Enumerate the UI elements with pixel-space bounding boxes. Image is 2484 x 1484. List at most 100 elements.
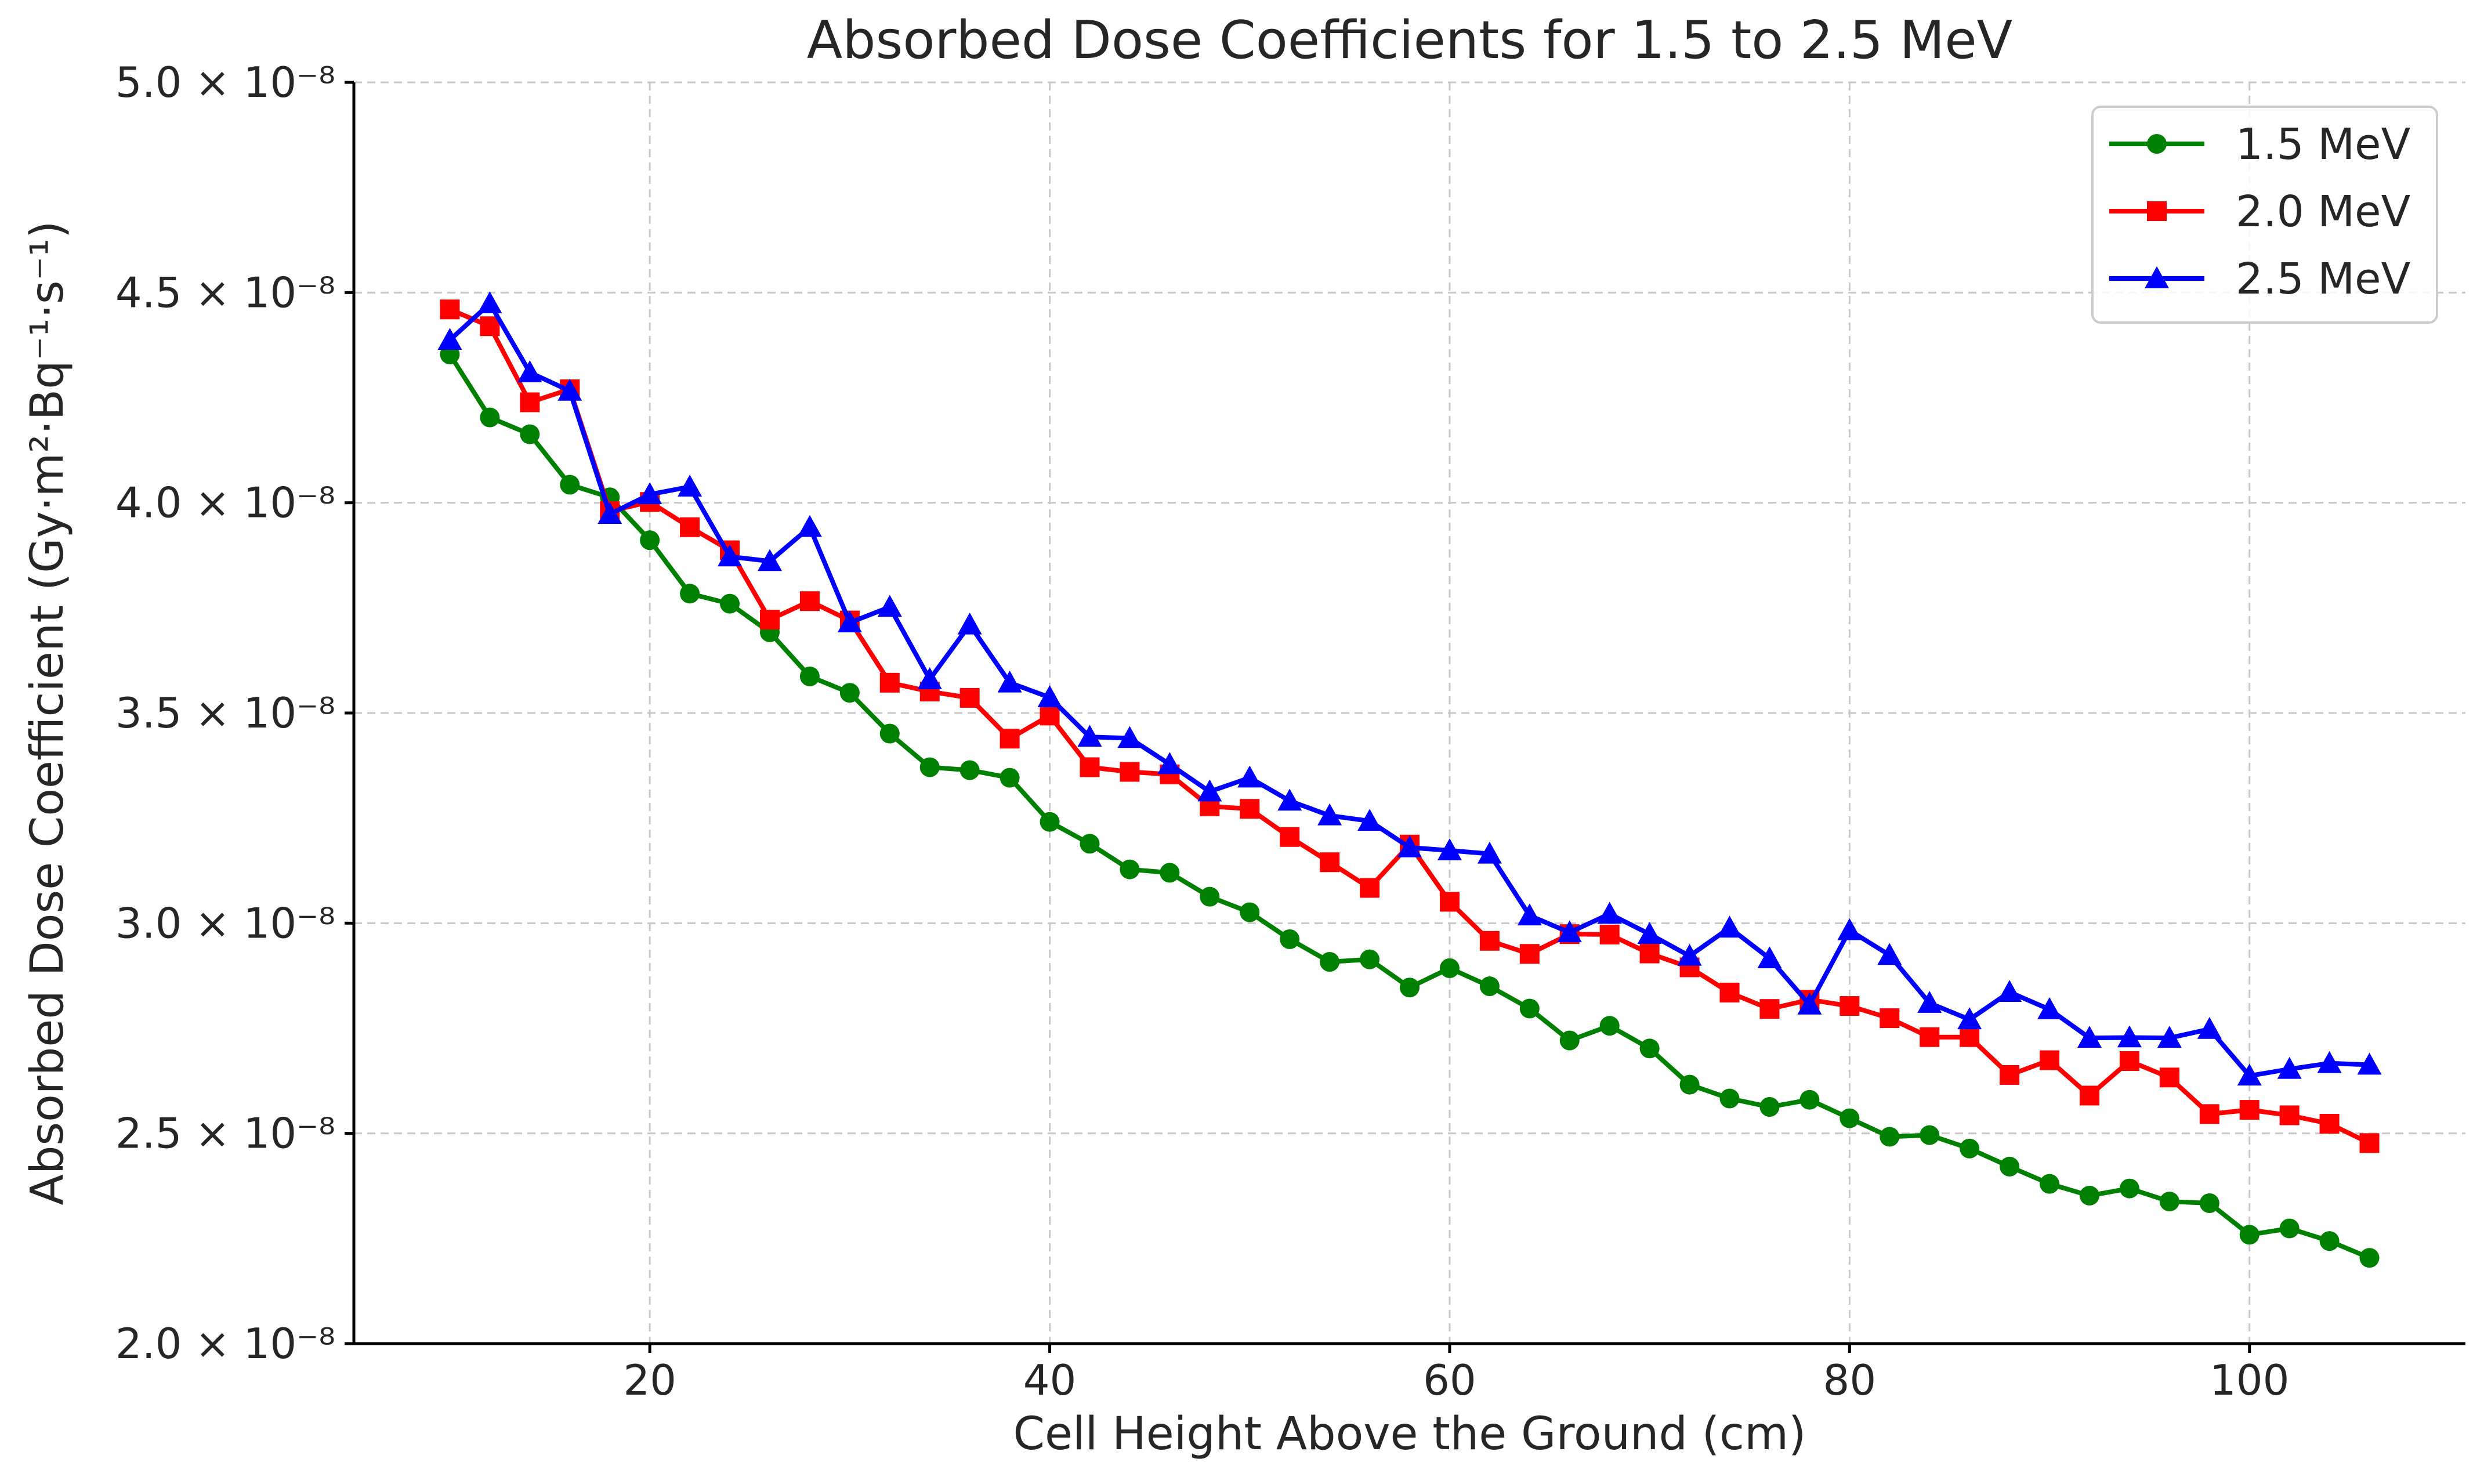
data-point-1-5-mev	[839, 683, 860, 703]
ticks-layer: 20 40 60 80 100 2.0 × 10⁻⁸ 2.5 × 10⁻⁸ 3.0 × 10⁻…	[115, 58, 2290, 1405]
x-axis-label: Cell Height Above the Ground (cm)	[1013, 1408, 1806, 1460]
data-point-2-5-mev	[1157, 752, 1182, 774]
data-point-1-5-mev	[2040, 1174, 2060, 1194]
data-point-2-0-mev	[2040, 1050, 2060, 1070]
y-tick-label: 4.0 × 10⁻⁸	[115, 479, 335, 527]
data-point-1-5-mev	[1759, 1097, 1780, 1117]
data-point-2-5-mev	[638, 482, 662, 504]
data-point-2-0-mev	[2279, 1105, 2300, 1125]
data-point-2-0-mev	[1880, 1008, 1900, 1029]
y-tick-label: 5.0 × 10⁻⁸	[115, 58, 335, 107]
x-tick-label: 80	[1823, 1356, 1877, 1405]
data-point-1-5-mev	[959, 760, 980, 780]
data-point-2-0-mev	[1080, 757, 1100, 777]
data-point-2-5-mev	[1037, 685, 1062, 707]
data-point-2-0-mev	[2000, 1065, 2020, 1085]
data-point-2-5-mev	[917, 667, 942, 689]
data-point-1-5-mev	[799, 666, 820, 686]
data-point-2-5-mev	[557, 378, 582, 401]
data-point-2-5-mev	[1237, 765, 1262, 788]
x-tick-label: 100	[2210, 1356, 2289, 1405]
data-point-1-5-mev	[1639, 1038, 1660, 1059]
data-point-2-5-mev	[1477, 841, 1502, 864]
data-point-2-5-mev	[997, 670, 1022, 693]
data-point-1-5-mev	[1559, 1030, 1580, 1051]
data-point-2-5-mev	[1277, 788, 1302, 811]
data-point-2-0-mev	[440, 299, 460, 320]
data-point-2-5-mev	[1397, 835, 1422, 857]
data-point-2-5-mev	[1877, 943, 1902, 965]
series-layer	[437, 291, 2382, 1268]
data-point-1-5-mev	[1679, 1074, 1700, 1095]
data-point-2-0-mev	[1920, 1027, 1940, 1047]
data-point-1-5-mev	[1200, 886, 1220, 907]
data-point-2-5-mev	[1597, 902, 1622, 924]
data-point-2-5-mev	[2157, 1026, 2182, 1048]
data-point-1-5-mev	[1719, 1088, 1740, 1109]
data-point-2-0-mev	[1519, 944, 1540, 964]
data-point-2-0-mev	[959, 687, 980, 708]
data-point-1-5-mev	[680, 584, 700, 604]
data-point-2-5-mev	[477, 291, 502, 313]
legend-label: 2.5 MeV	[2236, 254, 2411, 304]
data-point-2-0-mev	[1960, 1027, 1980, 1047]
data-point-2-5-mev	[797, 515, 822, 537]
data-point-1-5-mev	[1000, 768, 1020, 788]
data-point-2-5-mev	[1797, 992, 1822, 1015]
data-point-2-0-mev	[1759, 999, 1780, 1019]
data-point-2-0-mev	[1040, 705, 1060, 726]
data-point-1-5-mev	[1320, 952, 1340, 972]
data-point-2-0-mev	[1280, 827, 1300, 847]
data-point-2-5-mev	[1997, 980, 2022, 1002]
data-point-2-5-mev	[2037, 997, 2062, 1019]
data-point-2-0-mev	[2319, 1113, 2340, 1134]
data-point-2-5-mev	[517, 360, 542, 382]
data-point-2-5-mev	[1917, 991, 1942, 1013]
data-point-1-5-mev	[1880, 1127, 1900, 1147]
data-point-1-5-mev	[1960, 1138, 1980, 1159]
data-point-1-5-mev	[2000, 1156, 2020, 1177]
data-point-2-0-mev	[1439, 892, 1460, 912]
data-point-2-0-mev	[879, 672, 900, 693]
data-point-1-5-mev	[720, 593, 740, 614]
data-point-1-5-mev	[2239, 1225, 2260, 1245]
data-point-2-5-mev	[1717, 915, 1742, 938]
data-point-1-5-mev	[1080, 834, 1100, 854]
data-point-2-0-mev	[2119, 1051, 2139, 1072]
data-point-1-5-mev	[1479, 976, 1500, 997]
y-tick-label: 2.5 × 10⁻⁸	[115, 1109, 335, 1158]
data-point-1-5-mev	[1799, 1090, 1820, 1110]
data-point-2-0-mev	[2159, 1067, 2179, 1088]
data-point-1-5-mev	[2279, 1218, 2300, 1239]
data-point-2-0-mev	[2079, 1085, 2099, 1106]
legend-marker	[2147, 201, 2167, 221]
legend-item-2-0-mev: 2.0 MeV	[2109, 187, 2411, 237]
data-point-1-5-mev	[1920, 1125, 1940, 1145]
data-point-2-0-mev	[2239, 1100, 2260, 1120]
data-point-2-0-mev	[1639, 943, 1660, 964]
data-point-2-0-mev	[1360, 878, 1380, 898]
legend-box	[2091, 106, 2438, 324]
data-point-2-5-mev	[718, 544, 743, 567]
x-tick-label: 60	[1423, 1356, 1476, 1405]
legend-item-1-5-mev: 1.5 MeV	[2109, 120, 2411, 169]
data-point-1-5-mev	[480, 407, 500, 428]
data-point-2-0-mev	[520, 392, 540, 412]
legend: 1.5 MeV 2.0 MeV 2.5 MeV	[2091, 106, 2438, 324]
data-point-2-5-mev	[2277, 1056, 2302, 1079]
data-point-1-5-mev	[1280, 929, 1300, 949]
legend-marker	[2147, 134, 2167, 154]
data-point-2-0-mev	[1599, 924, 1620, 944]
data-point-1-5-mev	[1360, 949, 1380, 969]
data-point-1-5-mev	[2079, 1185, 2099, 1206]
y-tick-label: 3.0 × 10⁻⁸	[115, 899, 335, 947]
data-point-1-5-mev	[919, 757, 940, 777]
data-point-2-5-mev	[757, 549, 782, 571]
data-point-2-5-mev	[1357, 809, 1382, 831]
data-point-1-5-mev	[2159, 1192, 2179, 1212]
data-point-2-5-mev	[2117, 1025, 2142, 1048]
data-point-1-5-mev	[2119, 1178, 2139, 1199]
data-point-1-5-mev	[2319, 1231, 2340, 1251]
x-tick-label: 40	[1023, 1356, 1077, 1405]
